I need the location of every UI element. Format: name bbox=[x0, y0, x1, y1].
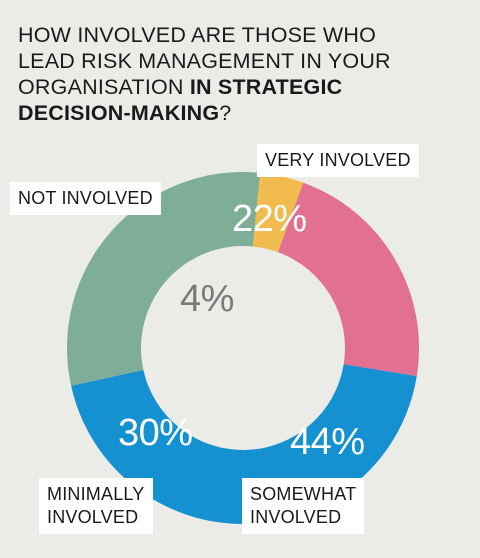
title-line-4-end: ? bbox=[219, 101, 232, 125]
label-somewhat-line2: INVOLVED bbox=[250, 507, 342, 527]
label-not-involved-text: NOT INVOLVED bbox=[18, 188, 153, 208]
slice-minimally-involved bbox=[67, 172, 261, 386]
title-line-1: HOW INVOLVED ARE THOSE WHO bbox=[18, 23, 377, 47]
title-line-2: LEAD RISK MANAGEMENT IN YOUR bbox=[18, 49, 391, 73]
title-line-3-bold: IN STRATEGIC bbox=[189, 75, 343, 99]
legend-label-not-involved: NOT INVOLVED bbox=[10, 182, 161, 215]
title-line-4-bold: DECISION-MAKING bbox=[18, 101, 220, 125]
pct-label-very-involved: 22% bbox=[232, 198, 307, 240]
title-line-3: ORGANISATION bbox=[18, 75, 190, 99]
label-very-involved-text: VERY INVOLVED bbox=[265, 150, 411, 170]
pct-label-not-involved: 4% bbox=[180, 278, 234, 320]
legend-label-very-involved: VERY INVOLVED bbox=[257, 144, 419, 177]
slice-not-involved bbox=[252, 172, 304, 253]
label-minimally-line2: INVOLVED bbox=[47, 507, 139, 527]
legend-label-minimally-involved: MINIMALLY INVOLVED bbox=[39, 478, 153, 534]
label-somewhat-line1: SOMEWHAT bbox=[250, 484, 357, 504]
chart-title: HOW INVOLVED ARE THOSE WHO LEAD RISK MAN… bbox=[18, 22, 438, 126]
pct-label-minimally-involved: 30% bbox=[118, 412, 193, 454]
label-minimally-line1: MINIMALLY bbox=[47, 484, 145, 504]
pct-label-somewhat-involved: 44% bbox=[290, 421, 365, 463]
slice-very-involved bbox=[277, 182, 419, 377]
legend-label-somewhat-involved: SOMEWHAT INVOLVED bbox=[242, 478, 365, 534]
